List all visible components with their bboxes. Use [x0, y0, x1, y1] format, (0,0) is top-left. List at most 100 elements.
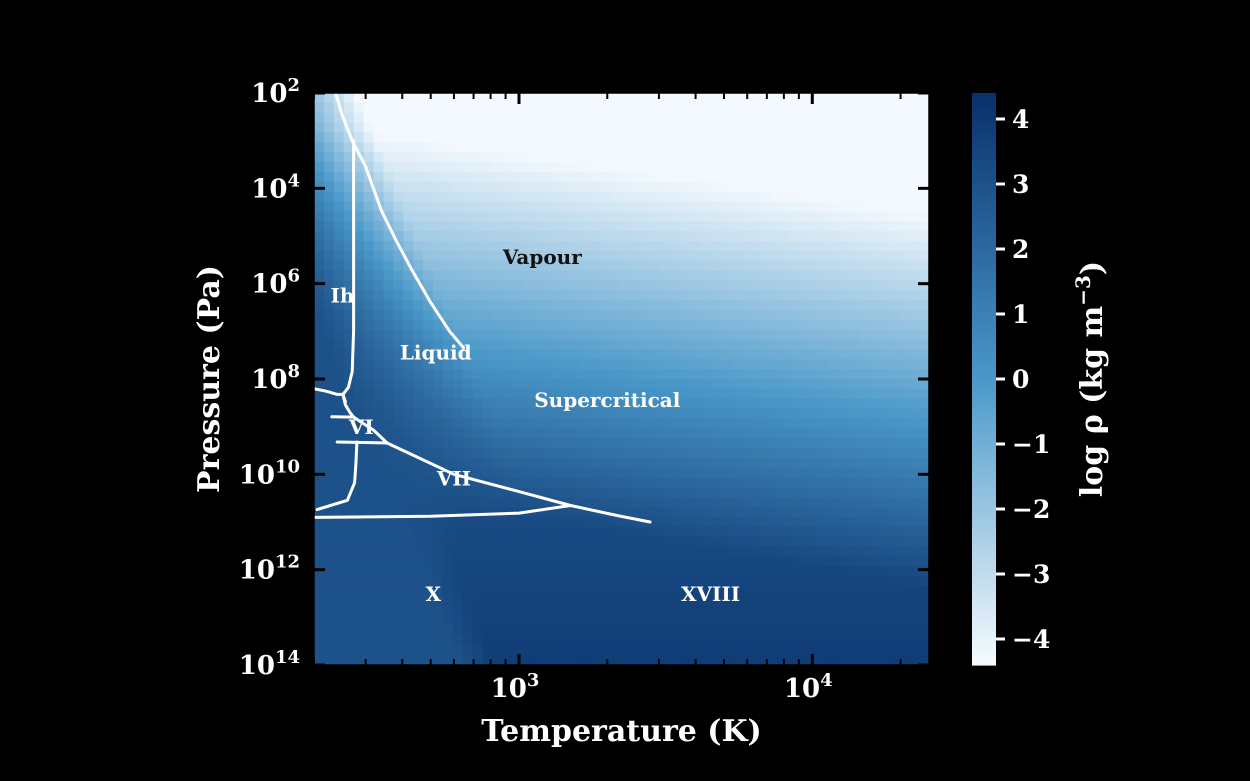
heatmap-cell [413, 231, 424, 242]
heatmap-cell [780, 576, 791, 587]
colorbar-segment [972, 631, 996, 637]
heatmap-cell [482, 526, 494, 538]
heatmap-cell [433, 556, 444, 568]
heatmap-cell [750, 556, 762, 568]
heatmap-cell [571, 152, 583, 163]
heatmap-cell [403, 142, 414, 153]
heatmap-cell [462, 398, 474, 410]
heatmap-cell [522, 546, 534, 558]
heatmap-cell [314, 162, 325, 173]
heatmap-cell [621, 418, 633, 430]
heatmap-cell [889, 438, 901, 449]
heatmap-cell [730, 576, 742, 587]
heatmap-cell [393, 388, 405, 400]
heatmap-cell [809, 359, 821, 370]
heatmap-cell [492, 171, 504, 183]
heatmap-cell [482, 497, 494, 509]
heatmap-cell [393, 191, 405, 203]
heatmap-cell [323, 142, 335, 153]
heatmap-cell [462, 497, 474, 509]
heatmap-cell [859, 467, 871, 479]
heatmap-cell [809, 102, 821, 114]
heatmap-cell [839, 615, 851, 627]
heatmap-cell [760, 625, 772, 637]
heatmap-cell [373, 655, 385, 665]
heatmap-cell [760, 507, 772, 518]
heatmap-cell [452, 122, 464, 134]
heatmap-cell [423, 418, 434, 430]
heatmap-cell [641, 398, 653, 410]
heatmap-cell [819, 408, 831, 420]
heatmap-cell [631, 546, 643, 558]
heatmap-cell [472, 645, 484, 656]
heatmap-cell [829, 517, 841, 528]
heatmap-cell [343, 240, 355, 252]
heatmap-cell [790, 132, 801, 144]
heatmap-cell [879, 457, 891, 469]
heatmap-cell [482, 181, 494, 193]
heatmap-cell [403, 349, 414, 361]
heatmap-cell [323, 635, 335, 647]
heatmap-cell [591, 635, 603, 647]
heatmap-cell [671, 339, 682, 351]
heatmap-cell [532, 171, 543, 183]
heatmap-cell [532, 359, 543, 370]
heatmap-cell [829, 497, 841, 509]
heatmap-cell [482, 319, 494, 331]
heatmap-cell [740, 329, 752, 341]
heatmap-cell [800, 240, 811, 252]
heatmap-cell [651, 635, 662, 647]
heatmap-cell [403, 605, 414, 617]
heatmap-cell [363, 418, 375, 430]
heatmap-cell [561, 359, 573, 370]
heatmap-cell [889, 408, 901, 420]
heatmap-cell [919, 536, 929, 548]
heatmap-cell [333, 339, 345, 351]
heatmap-cell [442, 309, 454, 321]
heatmap-cell [839, 576, 851, 587]
heatmap-cell [542, 645, 553, 656]
heatmap-cell [393, 280, 405, 292]
heatmap-cell [333, 231, 345, 242]
heatmap-cell [780, 477, 791, 489]
heatmap-cell [393, 517, 405, 528]
heatmap-cell [373, 132, 385, 144]
heatmap-cell [552, 556, 563, 568]
heatmap-cell [343, 270, 355, 282]
heatmap-cell [720, 369, 732, 380]
heatmap-cell [631, 645, 643, 656]
heatmap-cell [839, 586, 851, 597]
heatmap-cell [839, 497, 851, 509]
heatmap-cell [591, 586, 603, 597]
heatmap-cell [631, 122, 643, 134]
heatmap-cell [800, 152, 811, 163]
heatmap-cell [770, 300, 782, 311]
heatmap-cell [433, 467, 444, 479]
heatmap-cell [601, 309, 613, 321]
heatmap-cell [780, 635, 791, 647]
heatmap-cell [561, 438, 573, 449]
heatmap-cell [591, 309, 603, 321]
heatmap-cell [809, 418, 821, 430]
heatmap-cell [849, 132, 861, 144]
heatmap-cell [750, 142, 762, 153]
heatmap-cell [730, 270, 742, 282]
heatmap-cell [720, 615, 732, 627]
heatmap-cell [631, 418, 643, 430]
heatmap-cell [681, 457, 692, 469]
heatmap-cell [819, 142, 831, 153]
heatmap-cell [601, 379, 613, 390]
heatmap-cell [323, 349, 335, 361]
heatmap-cell [353, 132, 365, 144]
heatmap-cell [899, 201, 910, 213]
heatmap-cell [829, 467, 841, 479]
heatmap-cell [542, 349, 553, 361]
heatmap-cell [581, 142, 593, 153]
heatmap-cell [899, 260, 910, 272]
heatmap-cell [561, 457, 573, 469]
heatmap-cell [909, 270, 920, 282]
heatmap-cell [314, 349, 325, 361]
heatmap-cell [373, 329, 385, 341]
heatmap-cell [909, 260, 920, 272]
heatmap-cell [552, 457, 563, 469]
